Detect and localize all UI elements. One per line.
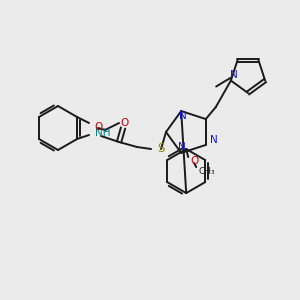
Text: N: N bbox=[178, 142, 186, 152]
Text: NH: NH bbox=[95, 128, 111, 138]
Text: CH₃: CH₃ bbox=[198, 167, 215, 176]
Text: N: N bbox=[210, 135, 218, 145]
Text: O: O bbox=[120, 118, 128, 128]
Text: O: O bbox=[190, 156, 199, 166]
Text: S: S bbox=[157, 142, 164, 155]
Text: N: N bbox=[230, 70, 238, 80]
Text: N: N bbox=[179, 111, 187, 121]
Text: O: O bbox=[94, 122, 102, 132]
